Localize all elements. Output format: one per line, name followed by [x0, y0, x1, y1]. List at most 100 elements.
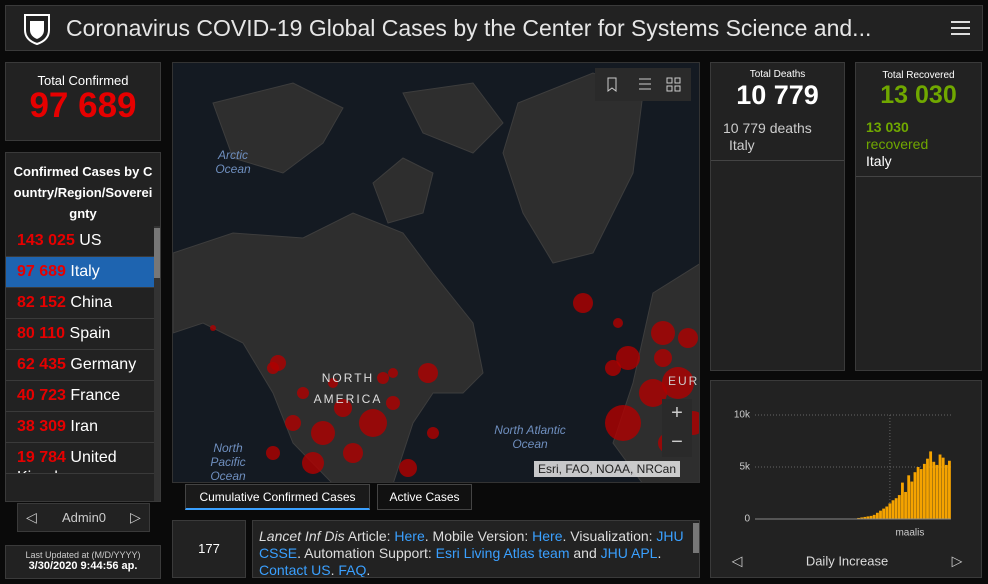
- info-link[interactable]: Here: [532, 528, 563, 544]
- recovered-detail: recovered: [866, 136, 929, 152]
- info-link[interactable]: JHU APL: [600, 545, 658, 561]
- map-basemap: [173, 72, 699, 482]
- country-count: 82 152: [17, 294, 66, 311]
- y-tick-label: 5k: [739, 462, 751, 473]
- country-name: France: [70, 387, 121, 404]
- bar: [932, 461, 936, 519]
- total-confirmed-label: Total Confirmed: [37, 73, 129, 88]
- counter-box: 177: [172, 520, 246, 578]
- map-label: North Atlantic Ocean: [494, 423, 566, 451]
- recovered-count: 13 030: [866, 119, 909, 135]
- country-row[interactable]: 62 435 Germany: [6, 350, 154, 381]
- tab[interactable]: Cumulative Confirmed Cases: [185, 484, 370, 510]
- zoom-control[interactable]: + −: [662, 399, 692, 457]
- country-list: Confirmed Cases by Country/Region/Sovere…: [5, 152, 161, 502]
- bar: [888, 503, 892, 519]
- last-updated-value: 3/30/2020 9:44:56 ap.: [28, 560, 138, 572]
- y-tick-label: 0: [744, 514, 750, 525]
- country-row[interactable]: 143 025 US: [6, 226, 154, 257]
- map-tools[interactable]: [595, 68, 691, 101]
- country-name: China: [70, 294, 113, 311]
- bar: [904, 491, 907, 519]
- country-count: 62 435: [17, 356, 66, 373]
- bar: [938, 454, 942, 519]
- country-row[interactable]: 80 110 Spain: [6, 319, 154, 350]
- chart-next[interactable]: ▷: [952, 553, 963, 569]
- header: Coronavirus COVID-19 Global Cases by the…: [5, 5, 983, 51]
- bar: [885, 506, 889, 519]
- country-count: 80 110: [17, 325, 66, 342]
- map-label: Arctic Ocean: [215, 148, 251, 176]
- map-label: NORTH AMERICA: [313, 371, 383, 406]
- info-link[interactable]: FAQ: [338, 562, 367, 578]
- info-text-part: and: [569, 545, 601, 561]
- info-text-part: Article:: [344, 528, 395, 544]
- bar: [922, 463, 926, 519]
- country-name: Germany: [70, 356, 137, 373]
- deaths-label: Total Deaths: [749, 69, 806, 80]
- nav-prev[interactable]: ◁: [26, 509, 37, 525]
- country-row[interactable]: 19 784 United Kingdom: [6, 443, 154, 474]
- bar: [894, 498, 898, 519]
- info-text-part: Lancet Inf Dis: [259, 528, 345, 544]
- country-list-title: Confirmed Cases by Country/Region/Sovere…: [13, 164, 153, 221]
- country-name: Spain: [69, 325, 111, 342]
- country-count: 143 025: [17, 232, 75, 249]
- map[interactable]: Arctic Ocean NORTH AMERICA North Pacific…: [172, 62, 700, 483]
- country-count: 38 309: [17, 418, 66, 435]
- recovered-label: Total Recovered: [882, 70, 955, 81]
- bar: [919, 469, 923, 519]
- bar: [929, 451, 933, 519]
- scrollbar[interactable]: [154, 226, 160, 501]
- info-text-part: .: [366, 562, 371, 578]
- bar: [891, 500, 895, 519]
- bar: [935, 464, 939, 519]
- country-row[interactable]: 97 689 Italy: [6, 257, 154, 288]
- bar: [866, 516, 870, 519]
- country-count: 40 723: [17, 387, 66, 404]
- recovered-place: Italy: [866, 153, 892, 169]
- last-updated: Last Updated at (M/D/YYYY) 3/30/2020 9:4…: [5, 545, 161, 579]
- total-confirmed: Total Confirmed 97 689: [5, 62, 161, 141]
- nav-next[interactable]: ▷: [130, 509, 141, 525]
- info-text-part: . Visualization:: [562, 528, 657, 544]
- last-updated-label: Last Updated at (M/D/YYYY): [25, 550, 141, 560]
- country-row[interactable]: 38 309 Iran: [6, 412, 154, 443]
- bar: [897, 495, 901, 519]
- bar: [869, 515, 873, 519]
- map-attribution: Esri, FAO, NOAA, NRCan: [534, 461, 681, 477]
- header-title: Coronavirus COVID-19 Global Cases by the…: [66, 15, 872, 41]
- chart-prev[interactable]: ◁: [732, 553, 743, 569]
- chart-title: Daily Increase: [806, 553, 888, 568]
- country-name: US: [79, 232, 102, 249]
- country-rows: 143 025 US 97 689 Italy 82 152 China 80 110…: [6, 226, 154, 501]
- bar: [916, 467, 920, 519]
- menu-button[interactable]: [951, 19, 971, 37]
- nav-bar: ◁ Admin0 ▷: [17, 503, 150, 532]
- tab[interactable]: Active Cases: [377, 484, 472, 510]
- country-count: 19 784: [17, 449, 66, 466]
- bar: [882, 508, 886, 519]
- info-text: Lancet Inf Dis Article: Here. Mobile Ver…: [259, 528, 684, 578]
- bar: [879, 510, 882, 519]
- bar: [875, 512, 879, 519]
- bar: [926, 458, 929, 519]
- bar: [941, 457, 945, 519]
- country-row[interactable]: 40 723 France: [6, 381, 154, 412]
- scrollbar[interactable]: [693, 523, 699, 553]
- info-link[interactable]: Here: [394, 528, 425, 544]
- info-text-part: . Mobile Version:: [424, 528, 533, 544]
- bar: [863, 516, 867, 519]
- info-link[interactable]: Esri Living Atlas team: [435, 545, 570, 561]
- bar: [910, 481, 914, 519]
- country-count: 97 689: [17, 263, 66, 280]
- info-link[interactable]: JHU CSSE: [259, 528, 688, 561]
- bar: [944, 464, 948, 519]
- bar: [860, 517, 864, 519]
- country-name: Italy: [70, 263, 100, 280]
- info-text-part: .: [657, 545, 666, 561]
- country-row[interactable]: 82 152 China: [6, 288, 154, 319]
- info-link[interactable]: Contact US: [259, 562, 331, 578]
- logo: [24, 14, 50, 46]
